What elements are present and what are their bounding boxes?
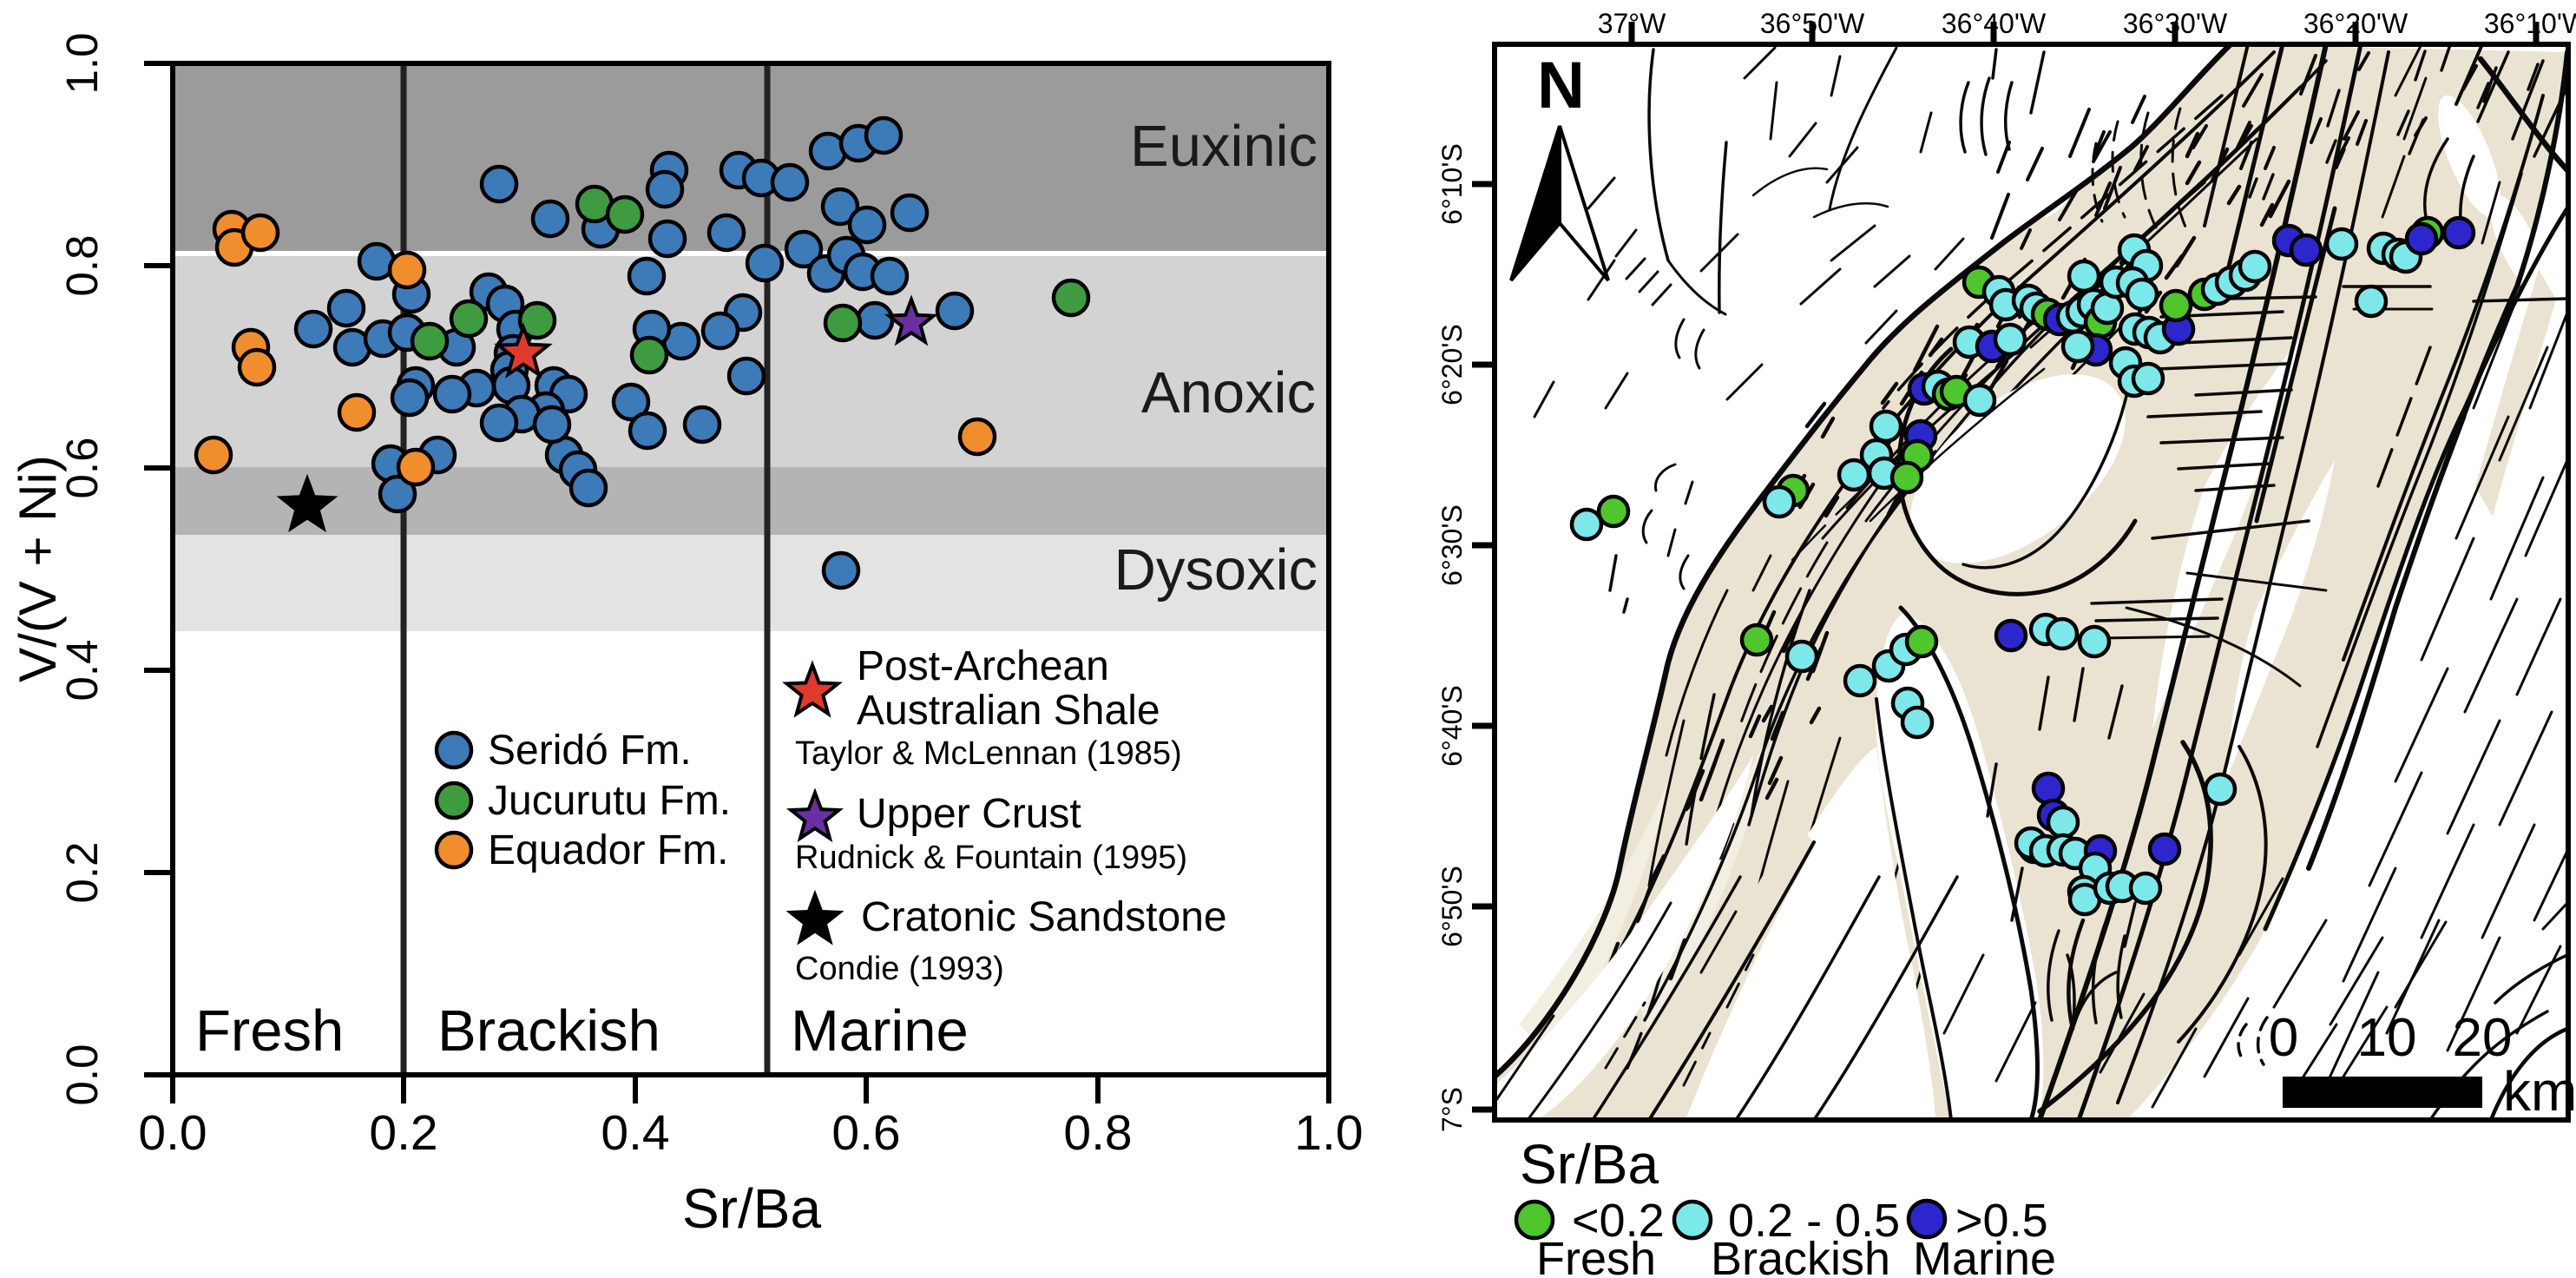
svg-text:0.2: 0.2 xyxy=(57,842,107,904)
svg-text:Dysoxic: Dysoxic xyxy=(1114,537,1318,603)
svg-text:10: 10 xyxy=(2357,1008,2417,1068)
svg-text:Rudnick & Fountain (1995): Rudnick & Fountain (1995) xyxy=(795,840,1187,876)
svg-text:Seridó Fm.: Seridó Fm. xyxy=(488,728,692,774)
svg-text:0: 0 xyxy=(2269,1008,2298,1068)
svg-text:Anoxic: Anoxic xyxy=(1141,360,1316,425)
svg-text:0.0: 0.0 xyxy=(138,1105,207,1161)
svg-text:7°S: 7°S xyxy=(1436,1087,1468,1132)
svg-text:<0.2: <0.2 xyxy=(1572,1195,1665,1247)
svg-text:6°20'S: 6°20'S xyxy=(1436,324,1468,405)
svg-text:Cratonic Sandstone: Cratonic Sandstone xyxy=(861,894,1227,940)
svg-text:0.6: 0.6 xyxy=(57,438,107,499)
svg-text:Upper Crust: Upper Crust xyxy=(857,791,1081,837)
svg-text:0.8: 0.8 xyxy=(1063,1105,1132,1161)
svg-text:1.0: 1.0 xyxy=(57,33,107,95)
svg-text:6°40'S: 6°40'S xyxy=(1436,685,1468,767)
svg-text:36°20'W: 36°20'W xyxy=(2303,8,2408,39)
svg-text:0.4: 0.4 xyxy=(601,1105,669,1161)
svg-text:Sr/Ba: Sr/Ba xyxy=(682,1177,821,1240)
svg-text:Brackish: Brackish xyxy=(1711,1233,1890,1278)
svg-text:>0.5: >0.5 xyxy=(1955,1195,2048,1247)
svg-text:36°10'W: 36°10'W xyxy=(2484,8,2576,39)
svg-text:36°40'W: 36°40'W xyxy=(1942,8,2047,39)
svg-text:km: km xyxy=(2503,1060,2576,1123)
svg-text:0.2 - 0.5: 0.2 - 0.5 xyxy=(1728,1195,1900,1247)
svg-text:Jucurutu Fm.: Jucurutu Fm. xyxy=(488,778,731,824)
svg-text:6°10'S: 6°10'S xyxy=(1436,143,1468,225)
svg-text:Post-Archean: Post-Archean xyxy=(857,643,1109,689)
svg-text:Sr/Ba: Sr/Ba xyxy=(1520,1133,1659,1196)
svg-text:20: 20 xyxy=(2453,1008,2513,1068)
svg-text:36°50'W: 36°50'W xyxy=(1760,8,1865,39)
svg-text:Condie (1993): Condie (1993) xyxy=(795,951,1004,987)
svg-text:36°30'W: 36°30'W xyxy=(2123,8,2228,39)
svg-text:V/(V + Ni): V/(V + Ni) xyxy=(9,455,67,682)
svg-text:Taylor & McLennan (1985): Taylor & McLennan (1985) xyxy=(795,735,1182,772)
svg-text:0.6: 0.6 xyxy=(831,1105,900,1161)
svg-text:Fresh: Fresh xyxy=(195,998,344,1064)
svg-text:0.0: 0.0 xyxy=(57,1044,107,1106)
svg-text:37°W: 37°W xyxy=(1598,8,1666,39)
svg-text:0.2: 0.2 xyxy=(369,1105,437,1161)
svg-text:Equador Fm.: Equador Fm. xyxy=(488,827,728,873)
svg-text:6°30'S: 6°30'S xyxy=(1436,504,1468,586)
svg-text:N: N xyxy=(1537,49,1585,122)
svg-text:1.0: 1.0 xyxy=(1294,1105,1363,1161)
svg-text:Euxinic: Euxinic xyxy=(1130,114,1318,179)
svg-text:6°50'S: 6°50'S xyxy=(1436,866,1468,947)
svg-text:Brackish: Brackish xyxy=(437,998,660,1064)
svg-text:0.4: 0.4 xyxy=(57,640,107,702)
svg-text:Australian Shale: Australian Shale xyxy=(857,688,1160,734)
svg-text:Marine: Marine xyxy=(791,998,969,1064)
svg-text:Marine: Marine xyxy=(1913,1233,2056,1278)
svg-text:Fresh: Fresh xyxy=(1536,1233,1656,1278)
svg-text:0.8: 0.8 xyxy=(57,235,107,297)
